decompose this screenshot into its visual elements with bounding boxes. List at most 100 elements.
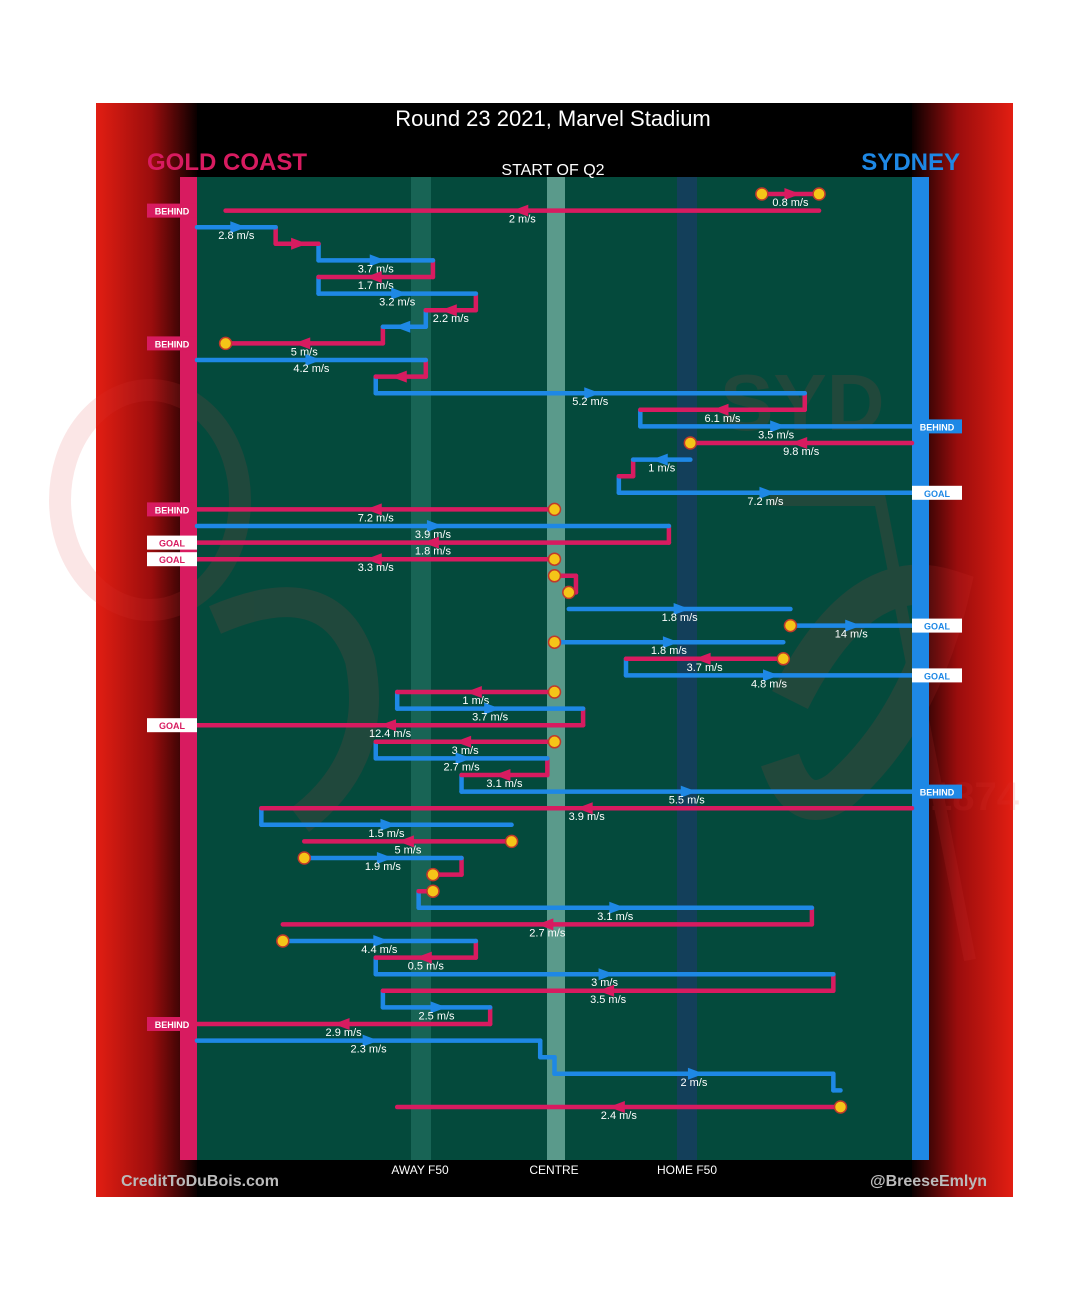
arrow-head-icon [362,1034,379,1047]
speed-label: 2.5 m/s [418,1010,455,1022]
arrow-head-icon [608,1101,625,1113]
result-badge-label: BEHIND [920,788,955,798]
ball-marker-icon [297,851,311,865]
speed-label: 3.2 m/s [379,297,416,309]
speed-label: 0.5 m/s [408,961,445,973]
speed-label: 3.3 m/s [358,562,395,574]
arrow-head-icon [440,304,457,317]
arrow-head-icon [380,818,397,831]
ball-marker-icon [562,585,576,600]
arrow-head-icon [455,735,472,748]
sydney-result-badge [912,485,962,500]
ball-marker-icon [776,652,791,666]
centre-line [547,177,565,1160]
arrow-head-icon [845,619,862,632]
arrow-head-icon [426,520,443,532]
arrow-head-icon [376,852,393,864]
result-badge-label: BEHIND [155,505,190,515]
speed-label: 14 m/s [835,629,869,641]
arrow-head-icon [365,553,382,566]
arrow-head-icon [584,387,601,400]
chart-title: Round 23 2021, Marvel Stadium [395,106,711,131]
arrow-head-icon [465,686,482,698]
arrow-head-icon [380,719,397,732]
speed-label: 2.7 m/s [529,927,566,939]
arrow-head-icon [576,802,593,815]
arrow-head-icon [791,437,808,449]
ball-marker-icon [783,618,798,633]
speed-label: 1.8 m/s [651,645,688,657]
arrow-head-icon [373,935,390,947]
ball-marker-icon [755,187,769,201]
result-markers: BEHIND BEHIND BEHIND GOAL BEHIND GOAL GOAL GOAL… [147,187,962,1114]
gold-coast-result-badge [147,502,197,517]
speed-label: 2.2 m/s [433,313,470,325]
gold-coast-result-badge [147,203,197,218]
sydney-result-badge [912,668,962,683]
axis-label-away-f50: AWAY F50 [391,1163,449,1177]
home-f50-line [677,177,697,1160]
arrow-head-icon [494,769,511,781]
arrow-head-icon [430,1001,447,1014]
ball-marker-icon [812,187,826,201]
speed-label: 3.5 m/s [758,429,795,441]
speed-label: 2.7 m/s [444,761,481,773]
speed-label: 3 m/s [591,977,618,989]
speed-label: 2.4 m/s [601,1110,638,1122]
arrow-head-icon [365,271,382,283]
axis-label-centre: CENTRE [529,1163,578,1177]
speed-label: 3.1 m/s [486,778,523,790]
speed-label: 0.8 m/s [772,197,809,209]
result-badge-label: GOAL [924,489,951,499]
result-badge-label: GOAL [159,555,186,565]
period-label: START OF Q2 [501,162,604,179]
arrow-head-icon [305,354,322,366]
speed-label: 3.9 m/s [569,811,606,823]
arrow-head-icon [333,1018,350,1030]
arrow-head-icon [770,420,787,433]
header-band [197,103,912,177]
speed-label: 3.7 m/s [358,263,395,275]
speed-label: 5.2 m/s [572,396,609,408]
arrow-head-icon [512,204,529,217]
speed-label: 2.8 m/s [218,230,255,242]
home-team-label: GOLD COAST [147,149,307,176]
arrow-head-icon [759,486,776,499]
arrow-head-icon [609,901,626,914]
arrow-head-icon [598,984,615,997]
gold-coast-result-badge [147,1017,197,1031]
gold-coast-result-badge [147,718,197,733]
speed-label: 6.1 m/s [704,413,741,425]
arrow-head-icon [673,603,690,615]
gold-coast-goal-line [180,177,197,1160]
speed-label: 1.7 m/s [358,280,395,292]
speed-label: 1.8 m/s [415,546,452,558]
speed-label: 1 m/s [462,695,489,707]
ball-marker-icon [276,934,290,948]
ball-marker-icon [218,336,233,351]
ball-marker-icon [504,834,519,849]
result-badge-label: BEHIND [155,1020,190,1030]
svg-text:SYD: SYD [720,358,885,447]
result-badge-label: BEHIND [155,339,190,349]
speed-label: 1 m/s [648,463,675,475]
ball-marker-icon [547,635,562,649]
away-f50-line [411,177,431,1160]
footer-band [197,1160,912,1197]
ball-marker-icon [547,552,562,566]
gold-coast-result-badge [147,535,197,550]
speed-label: 4.8 m/s [751,678,788,690]
speed-label: 1.9 m/s [365,861,402,873]
speed-label: 3.1 m/s [597,911,634,923]
arrow-head-icon [537,918,554,931]
arrow-head-icon [687,1067,704,1080]
arrow-head-icon [784,188,801,200]
sydney-result-badge [912,419,962,434]
speed-label: 2 m/s [680,1077,707,1089]
result-badge-label: GOAL [924,671,951,681]
speed-label: 5.5 m/s [669,795,706,807]
arrow-head-icon [455,752,472,765]
arrow-head-icon [694,652,711,665]
ball-marker-icon [426,867,440,882]
